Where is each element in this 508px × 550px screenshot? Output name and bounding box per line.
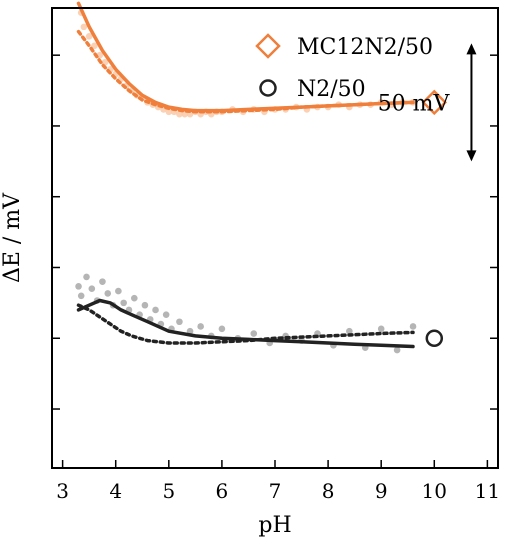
n2-50-data-point bbox=[176, 318, 183, 326]
scale-bar-up-arrowhead bbox=[466, 43, 477, 55]
x-tick-label: 3 bbox=[56, 479, 69, 503]
chart-marks bbox=[75, 1, 448, 354]
n2-50-data-point bbox=[162, 311, 170, 318]
x-tick-label: 8 bbox=[322, 479, 335, 503]
legend-marker-n2-50 bbox=[259, 79, 277, 97]
mc12n2-50-data-point bbox=[80, 23, 88, 31]
n2-50-data-point bbox=[104, 290, 112, 297]
n2-50-data-point bbox=[377, 325, 385, 333]
mc12n2-50-fit-line bbox=[76, 1, 415, 113]
x-axis-label: pH bbox=[258, 513, 291, 538]
n2-50-data-point bbox=[88, 285, 96, 293]
scale-bar-down-arrowhead bbox=[466, 150, 477, 162]
legend-marker-mc12n2-50 bbox=[255, 33, 281, 59]
n2-50-data-point bbox=[152, 306, 159, 314]
legend-label-mc12n2-50: MC12N2/50 bbox=[297, 35, 433, 60]
legend-label-n2-50: N2/50 bbox=[297, 77, 366, 102]
n2-50-data-point bbox=[197, 323, 204, 330]
n2-50-data-point bbox=[77, 292, 85, 300]
legend: MC12N2/50 N2/50 bbox=[255, 33, 433, 102]
chart-axes: 3 4 5 6 7 8 9 10 11 bbox=[52, 54, 500, 503]
x-tick-label: 11 bbox=[475, 479, 500, 503]
y-axis-label: ΔE / mV bbox=[0, 192, 25, 283]
mc12n2-50-data-point bbox=[85, 33, 93, 40]
n2-50-fit-line bbox=[76, 298, 415, 349]
x-tick-label: 9 bbox=[375, 479, 388, 503]
scale-bar: 50 mV bbox=[378, 43, 477, 162]
x-tick-label: 10 bbox=[422, 479, 447, 503]
n2-50-data-point bbox=[130, 294, 138, 302]
n2-50-data-point bbox=[141, 301, 149, 309]
x-tick-label: 7 bbox=[269, 479, 282, 503]
n2-50-dotted-fit-line bbox=[76, 303, 415, 345]
n2-50-data-point bbox=[83, 273, 90, 281]
n2-50-data-point bbox=[115, 287, 122, 295]
n2-50-data-point bbox=[250, 330, 258, 337]
mc12n2-50-end-marker bbox=[421, 89, 448, 116]
n2-50-data-point bbox=[99, 278, 106, 285]
n2-50-data-point bbox=[120, 299, 127, 307]
n2-50-end-marker bbox=[425, 329, 444, 348]
n2-50-data-point bbox=[409, 323, 417, 330]
mc12n2-50-data-point bbox=[165, 108, 173, 116]
n2-50-data-point bbox=[346, 327, 353, 335]
n2-50-data-point bbox=[186, 327, 194, 335]
n2-50-data-point bbox=[75, 283, 82, 290]
n2-50-data-point bbox=[218, 325, 226, 333]
x-tick-label: 4 bbox=[109, 479, 122, 503]
mc12n2-50-data-point bbox=[91, 42, 98, 50]
n2-50-data-point bbox=[393, 346, 401, 354]
x-tick-label: 6 bbox=[216, 479, 229, 503]
scale-bar-label: 50 mV bbox=[378, 91, 451, 116]
x-tick-label: 5 bbox=[162, 479, 175, 503]
mc12n2-50-data-point bbox=[176, 110, 183, 118]
